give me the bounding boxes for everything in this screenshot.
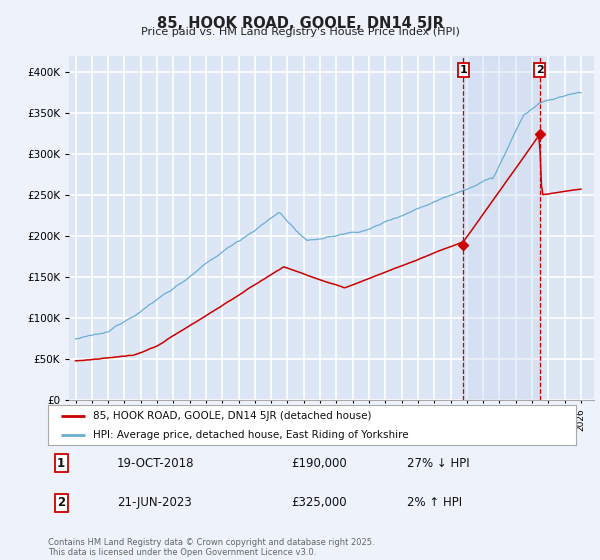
Text: £190,000: £190,000 bbox=[291, 457, 347, 470]
Text: 85, HOOK ROAD, GOOLE, DN14 5JR: 85, HOOK ROAD, GOOLE, DN14 5JR bbox=[157, 16, 443, 31]
Text: 2: 2 bbox=[536, 65, 544, 75]
Text: Contains HM Land Registry data © Crown copyright and database right 2025.
This d: Contains HM Land Registry data © Crown c… bbox=[48, 538, 374, 557]
Text: Price paid vs. HM Land Registry's House Price Index (HPI): Price paid vs. HM Land Registry's House … bbox=[140, 27, 460, 37]
Text: 2: 2 bbox=[57, 496, 65, 509]
Text: 2% ↑ HPI: 2% ↑ HPI bbox=[407, 496, 462, 509]
Text: 19-OCT-2018: 19-OCT-2018 bbox=[116, 457, 194, 470]
Text: 27% ↓ HPI: 27% ↓ HPI bbox=[407, 457, 470, 470]
Text: 21-JUN-2023: 21-JUN-2023 bbox=[116, 496, 191, 509]
Text: 1: 1 bbox=[460, 65, 467, 75]
Text: HPI: Average price, detached house, East Riding of Yorkshire: HPI: Average price, detached house, East… bbox=[93, 430, 409, 440]
Bar bbox=[463, 56, 539, 400]
Text: 1: 1 bbox=[57, 457, 65, 470]
Text: 85, HOOK ROAD, GOOLE, DN14 5JR (detached house): 85, HOOK ROAD, GOOLE, DN14 5JR (detached… bbox=[93, 411, 371, 421]
Text: £325,000: £325,000 bbox=[291, 496, 347, 509]
